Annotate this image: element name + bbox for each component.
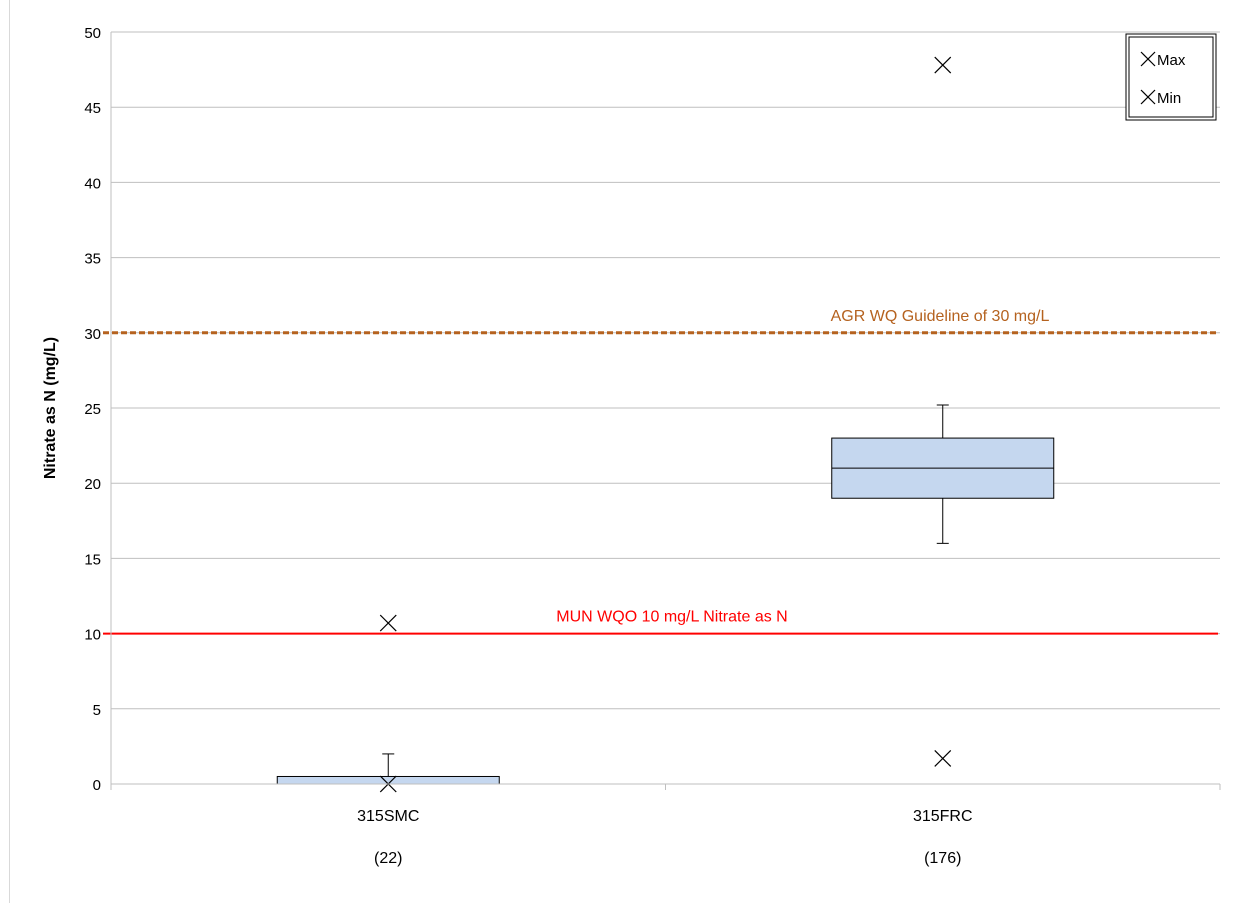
box-315frc [831, 56, 1055, 767]
y-tick-label: 30 [84, 326, 101, 343]
y-tick-label: 0 [93, 777, 101, 794]
y-tick-label: 35 [84, 251, 101, 268]
legend-label: Min [1157, 90, 1181, 107]
y-axis-title: Nitrate as N (mg/L) [42, 337, 59, 479]
axes: 0 5 10 15 20 25 30 35 40 45 50 Nitrate as N (mg/L) 3… [42, 25, 1221, 867]
reference-lines: AGR WQ Guideline of 30 mg/L MUN WQO 10 mg… [103, 308, 1218, 635]
legend-label: Max [1157, 52, 1186, 69]
legend-item-max: Max [1140, 51, 1186, 69]
max-marker [934, 56, 952, 74]
y-tick-label: 45 [84, 100, 101, 117]
x-category-count: (22) [374, 850, 402, 867]
y-tick-label: 50 [84, 25, 101, 42]
y-tick-label: 25 [84, 401, 101, 418]
y-tick-label: 20 [84, 476, 101, 493]
gridlines [111, 31, 1220, 710]
x-category-label: 315SMC [357, 808, 419, 825]
reference-line-label: MUN WQO 10 mg/L Nitrate as N [556, 609, 787, 626]
legend-box [1125, 33, 1217, 121]
legend-item-min: Min [1140, 89, 1181, 107]
y-tick-label: 40 [84, 175, 101, 192]
max-marker [379, 614, 397, 632]
min-marker [934, 750, 952, 767]
box-iqr [276, 775, 500, 785]
box-315smc [276, 614, 500, 793]
reference-line-label: AGR WQ Guideline of 30 mg/L [831, 308, 1050, 325]
x-category-label: 315FRC [913, 808, 973, 825]
y-tick-label: 5 [93, 702, 101, 719]
legend-inner-border [1128, 36, 1214, 118]
y-tick-label: 10 [84, 627, 101, 644]
box-series [276, 56, 1055, 793]
chart-frame-edge [9, 0, 10, 903]
legend: Max Min [1125, 33, 1217, 121]
y-tick-label: 15 [84, 551, 101, 568]
x-category-count: (176) [924, 850, 961, 867]
